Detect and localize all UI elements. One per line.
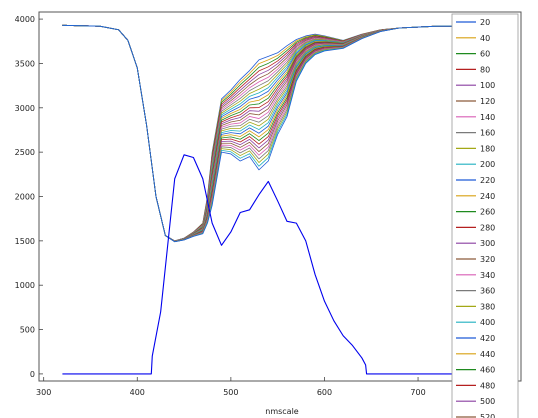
legend-label: 180 [480,144,495,153]
x-axis-label: nmscale [265,407,299,416]
x-tick-label: 300 [36,388,51,397]
legend-label: 100 [480,81,495,90]
legend-box [451,13,519,418]
legend-label: 500 [480,397,495,406]
y-tick-label: 1500 [15,237,35,246]
series-line-620 [62,24,489,243]
legend-label: 200 [480,160,495,169]
x-axis: 300 400 500 600 700 [36,377,426,397]
legend-label: 260 [480,208,495,217]
y-tick-label: 1000 [15,281,35,290]
legend-label: 280 [480,223,495,232]
series-layer [62,24,489,375]
x-tick-label: 400 [130,388,145,397]
legend-label: 300 [480,239,495,248]
x-tick-label: 700 [410,388,425,397]
legend-label: 400 [480,318,495,327]
legend-label: 140 [480,113,495,122]
legend-label: 220 [480,176,495,185]
y-tick-label: 500 [20,326,35,335]
legend-label: 320 [480,255,495,264]
y-axis: 0 500 1000 1500 2000 2500 3000 3500 4000 [15,15,43,379]
x-tick-label: 600 [317,388,332,397]
y-tick-label: 2000 [15,193,35,202]
y-tick-label: 4000 [15,15,35,24]
legend-label: 380 [480,302,495,311]
legend-label: 480 [480,381,495,390]
y-tick-label: 3000 [15,104,35,113]
legend-label: 60 [480,50,490,59]
legend-label: 20 [480,18,490,27]
x-tick-label: 500 [223,388,238,397]
legend-label: 440 [480,350,495,359]
y-tick-label: 0 [30,370,35,379]
legend-label: 80 [480,65,490,74]
legend-label: 160 [480,129,495,138]
blue-series-line [62,154,489,375]
legend-label: 40 [480,34,490,43]
legend-label: 340 [480,271,495,280]
legend-label: 120 [480,97,495,106]
plot-area-frame [38,11,522,382]
y-tick-label: 3500 [15,59,35,68]
y-tick-label: 2500 [15,148,35,157]
legend-label: 360 [480,287,495,296]
legend-label: 240 [480,192,495,201]
legend: 20 40 60 80 100 120 140 160 180 200 220 240 260 280 30… [451,13,519,418]
legend-label: 520 [480,413,495,418]
legend-label: 460 [480,366,495,375]
legend-label: 420 [480,334,495,343]
